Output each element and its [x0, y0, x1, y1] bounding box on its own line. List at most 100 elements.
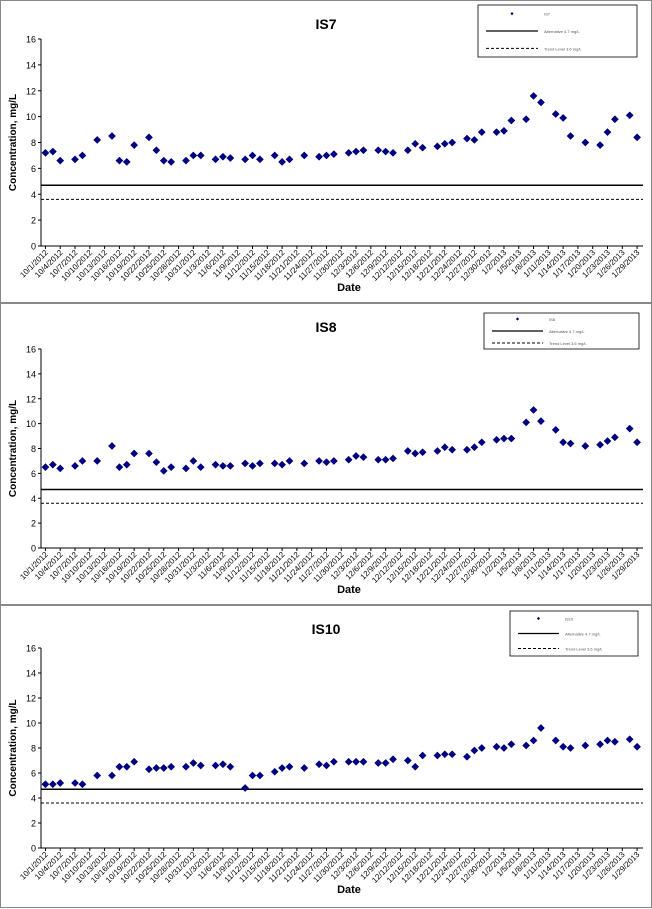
data-point [581, 138, 590, 147]
data-point [374, 759, 383, 767]
data-point [218, 461, 227, 470]
data-point [122, 460, 131, 469]
data-point [633, 742, 642, 751]
data-point [181, 762, 190, 771]
data-point [41, 780, 50, 789]
data-point [359, 757, 368, 766]
data-point [322, 458, 331, 467]
data-point [300, 764, 309, 772]
legend: IS7 Alternative 4.7 mg/L Trend Level 3.6 m… [477, 4, 638, 58]
data-point [463, 752, 471, 761]
y-tick-label: 0 [31, 844, 36, 854]
data-point [315, 152, 324, 161]
data-point [211, 460, 220, 469]
data-point [189, 456, 198, 465]
data-point [270, 459, 279, 468]
data-point [433, 142, 442, 151]
data-point [56, 156, 65, 165]
data-point [93, 456, 102, 465]
data-point [374, 146, 383, 155]
chart-title: IS10 [312, 621, 341, 637]
data-point [167, 762, 176, 771]
y-axis-label: Concentration, mg/L [8, 699, 19, 796]
data-point [78, 456, 87, 465]
y-tick-label: 2 [31, 819, 36, 829]
data-point [500, 126, 508, 135]
data-point [596, 141, 605, 150]
data-point [625, 735, 634, 744]
data-point [522, 741, 531, 750]
legend-marker-series [510, 12, 514, 16]
y-tick-label: 0 [31, 242, 36, 252]
data-point [315, 760, 324, 769]
y-tick-label: 8 [31, 744, 36, 754]
data-point [477, 128, 486, 137]
data-point [581, 442, 590, 450]
data-point [559, 438, 568, 447]
data-point [115, 463, 124, 472]
data-point [344, 455, 353, 464]
data-point [477, 438, 486, 447]
data-point [108, 442, 116, 450]
data-point [344, 148, 353, 157]
y-tick-label: 16 [26, 345, 36, 355]
data-point [41, 463, 50, 472]
data-point [211, 761, 220, 770]
chart-frame [0, 303, 652, 605]
data-point [470, 443, 479, 452]
data-point [470, 746, 479, 755]
data-point [492, 435, 501, 444]
data-point [108, 771, 116, 780]
data-point [159, 466, 168, 475]
data-point [596, 440, 605, 449]
y-tick-label: 12 [26, 694, 36, 704]
data-point [352, 757, 361, 766]
data-point [130, 449, 139, 458]
data-point [448, 750, 457, 759]
y-axis-label: Concentration, mg/L [8, 94, 19, 191]
y-tick-label: 16 [26, 35, 36, 45]
data-point [278, 460, 287, 469]
data-point [500, 434, 508, 443]
y-axis-label: Concentration, mg/L [8, 400, 19, 497]
data-point [418, 751, 427, 760]
data-point [352, 147, 361, 156]
data-point [255, 771, 264, 780]
data-point [226, 762, 235, 771]
data-point [463, 134, 471, 143]
data-point [167, 463, 176, 472]
data-point [610, 115, 619, 124]
y-tick-label: 10 [26, 419, 36, 429]
legend: IS8 Alternative 4.7 mg/L Trend Level 3.6 m… [483, 312, 640, 350]
data-point [71, 461, 79, 470]
data-point [625, 424, 634, 433]
data-point [196, 761, 205, 770]
data-point [181, 464, 190, 473]
data-point [145, 449, 153, 458]
y-tick-label: 10 [26, 719, 36, 729]
data-point [507, 116, 516, 125]
y-tick-label: 4 [31, 494, 36, 504]
data-point [78, 151, 87, 160]
data-point [374, 455, 383, 464]
chart-title: IS8 [315, 319, 336, 335]
y-tick-label: 4 [31, 190, 36, 200]
y-tick-label: 14 [26, 669, 36, 679]
x-axis-label: Date [337, 282, 361, 294]
data-point [315, 456, 324, 465]
data-point [536, 417, 545, 426]
legend-label-alternative: Alternative 4.7 mg/L [549, 329, 585, 334]
data-point [566, 439, 575, 448]
legend-label-alternative: Alternative 4.7 mg/L [544, 29, 580, 34]
data-point [359, 146, 368, 155]
y-tick-label: 12 [26, 394, 36, 404]
data-point [218, 760, 227, 769]
data-point [507, 434, 516, 443]
data-point [507, 740, 516, 749]
data-point [381, 759, 390, 767]
data-point [152, 764, 161, 772]
y-tick-label: 6 [31, 164, 36, 174]
data-point [130, 141, 139, 150]
x-axis-label: Date [337, 584, 361, 596]
legend-label-trend: Trend Level 3.6 mg/L [544, 46, 582, 51]
